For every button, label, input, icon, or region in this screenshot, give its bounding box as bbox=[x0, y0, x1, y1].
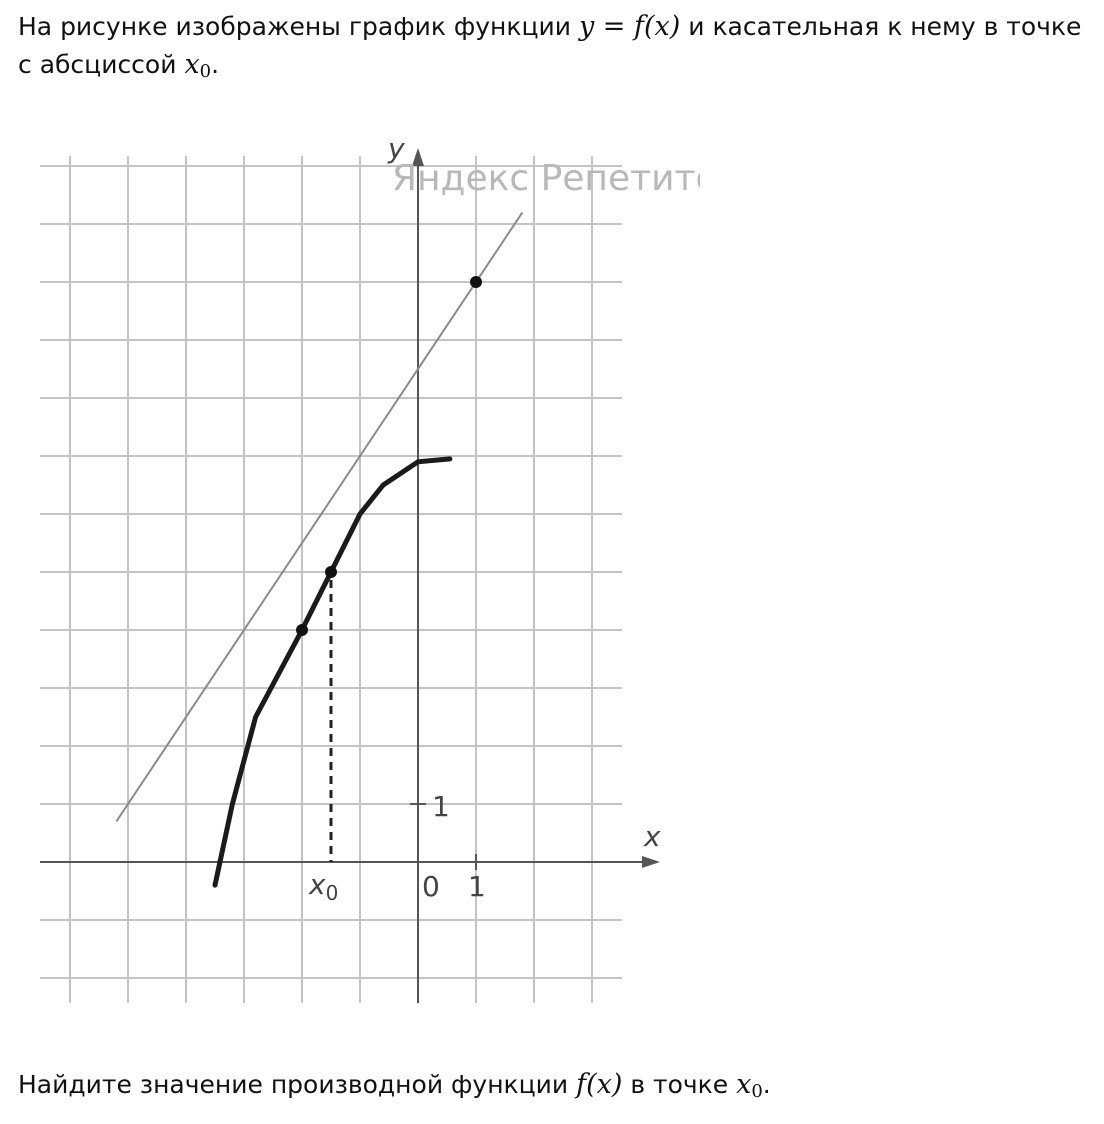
question: Найдите значение производной функции f(x… bbox=[18, 1069, 771, 1102]
unit-y-tick-label: 1 bbox=[432, 790, 450, 823]
abscissa-x0: x0 bbox=[184, 49, 212, 82]
tangent-line bbox=[115, 211, 524, 822]
marked-points bbox=[296, 276, 482, 636]
graph-point bbox=[325, 566, 337, 578]
question-text-continued: в точке bbox=[630, 1070, 729, 1099]
y-axis-label: y bbox=[387, 132, 405, 165]
x-axis-arrow bbox=[642, 856, 660, 868]
axes bbox=[40, 148, 660, 1003]
y-axis-arrow bbox=[412, 148, 424, 166]
intro-text-continued: и касательная к нему в точке с абсциссой bbox=[18, 12, 1082, 79]
function-equation: y = f(x) bbox=[578, 11, 681, 42]
graph-point bbox=[470, 276, 482, 288]
unit-x-tick-label: 1 bbox=[468, 870, 486, 903]
question-text: Найдите значение производной функции bbox=[18, 1070, 569, 1099]
grid bbox=[40, 156, 622, 1003]
watermark: Яндекс Репетитор bbox=[392, 158, 700, 199]
function-graph: Яндекс Репетитор y x 0 1 1 x0 bbox=[40, 132, 700, 1003]
function-notation: f(x) bbox=[576, 1069, 623, 1100]
problem-statement: На рисунке изображены график функции y =… bbox=[18, 11, 1082, 82]
x-axis-label: x bbox=[643, 820, 661, 853]
origin-label: 0 bbox=[422, 870, 440, 903]
question-x0: x0 bbox=[736, 1069, 763, 1102]
intro-text: На рисунке изображены график функции bbox=[18, 12, 571, 41]
graph-point bbox=[296, 624, 308, 636]
x0-tick-label: x0 bbox=[308, 868, 338, 905]
